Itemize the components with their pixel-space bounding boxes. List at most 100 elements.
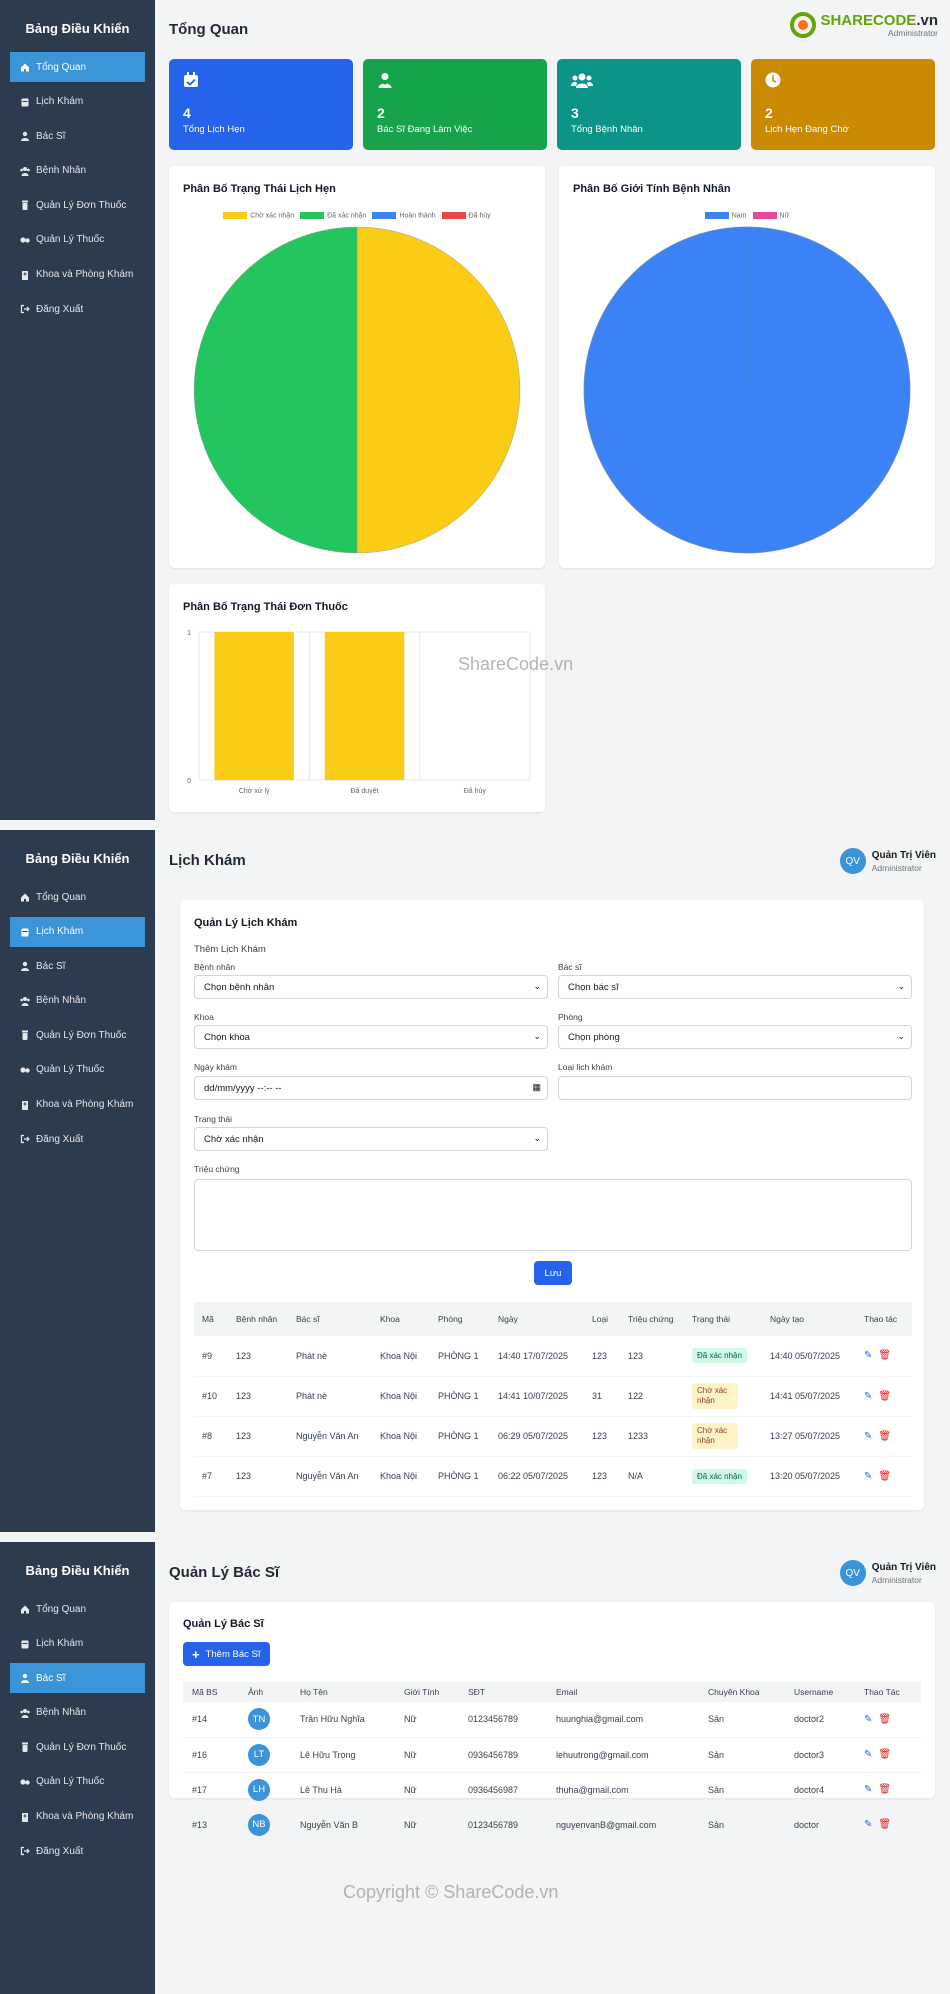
legend-swatch [300, 212, 325, 219]
symptom-textarea[interactable] [194, 1179, 912, 1251]
cell-email: nguyenvanB@gmail.com [556, 1819, 657, 1830]
calendar-icon[interactable]: ▦ [532, 1082, 541, 1092]
legend-item[interactable]: Đã hủy [441, 212, 491, 219]
add-doctor-button[interactable]: + Thêm Bác Sĩ [183, 1642, 270, 1666]
sidebar-item-4[interactable]: Quản Lý Đơn Thuốc [10, 1020, 145, 1050]
trash-icon[interactable]: 🗑 [878, 1470, 892, 1482]
sidebar-item-0[interactable]: Tổng Quan [10, 1594, 145, 1624]
trash-icon[interactable]: 🗑 [878, 1819, 892, 1830]
row-actions: ✎ 🗑 [856, 1456, 912, 1496]
trash-icon[interactable]: 🗑 [878, 1390, 892, 1402]
sidebar-item-0[interactable]: Tổng Quan [10, 52, 145, 82]
sidebar-item-7[interactable]: Đăng Xuất [10, 1836, 145, 1866]
trash-icon[interactable]: 🗑 [878, 1784, 892, 1795]
edit-icon[interactable]: ✎ [864, 1470, 873, 1482]
column-header: Mã BS [183, 1682, 239, 1702]
stat-label: Tổng Lịch Hẹn [183, 124, 245, 135]
pie-slice-1[interactable] [193, 226, 358, 554]
sidebar-item-4[interactable]: Quản Lý Đơn Thuốc [10, 190, 145, 220]
cell-dept: Khoa Nội [380, 1471, 418, 1481]
card-title: Quản Lý Bác Sĩ [183, 1618, 264, 1630]
legend-item[interactable]: Chờ xác nhận [223, 212, 294, 219]
sidebar-item-4[interactable]: Quản Lý Đơn Thuốc [10, 1732, 145, 1762]
cell-patient: 123 [236, 1471, 252, 1481]
room-select[interactable]: Chọn phòng ⌄ [558, 1025, 912, 1049]
edit-icon[interactable]: ✎ [864, 1350, 873, 1362]
sidebar-item-6[interactable]: Khoa và Phòng Khám [10, 260, 145, 290]
sign-out-icon [20, 1135, 30, 1144]
sidebar-item-5[interactable]: Quản Lý Thuốc [10, 225, 145, 255]
sidebar-item-6[interactable]: Khoa và Phòng Khám [10, 1090, 145, 1120]
table-row: #16 LT Lê Hữu Trọng Nữ 0936456789 lehuutrong@… [183, 1737, 921, 1772]
sidebar-item-label: Quản Lý Đơn Thuốc [36, 199, 127, 211]
sidebar-item-3[interactable]: Bệnh Nhân [10, 1698, 145, 1728]
stat-value: 3 [571, 105, 579, 121]
sidebar-item-6[interactable]: Khoa và Phòng Khám [10, 1802, 145, 1832]
legend-item[interactable]: Hoàn thành [372, 212, 436, 219]
edit-icon[interactable]: ✎ [864, 1784, 873, 1795]
edit-icon[interactable]: ✎ [864, 1713, 873, 1725]
status-select[interactable]: Chờ xác nhận ⌄ [194, 1127, 548, 1151]
edit-icon[interactable]: ✎ [864, 1749, 873, 1760]
column-header: Ngày [490, 1302, 584, 1336]
user-menu[interactable]: QV Quản Trị Viên Administrator [839, 848, 936, 874]
sidebar-item-label: Quản Lý Đơn Thuốc [36, 1029, 127, 1041]
legend-item[interactable]: Nam [704, 212, 747, 219]
legend-swatch [441, 212, 466, 219]
type-input[interactable] [558, 1076, 912, 1100]
patient-select[interactable]: Chọn bệnh nhân ⌄ [194, 975, 548, 999]
edit-icon[interactable]: ✎ [864, 1819, 873, 1830]
column-header: Ngày tạo [762, 1302, 856, 1336]
sidebar-item-2[interactable]: Bác Sĩ [10, 121, 145, 151]
sidebar-item-2[interactable]: Bác Sĩ [10, 951, 145, 981]
recycle-logo-icon [790, 12, 817, 38]
dept-label: Khoa [194, 1012, 214, 1022]
legend-item[interactable]: Nữ [752, 212, 789, 219]
sidebar-item-label: Quản Lý Thuốc [36, 1064, 105, 1076]
dept-select[interactable]: Chọn khoa ⌄ [194, 1025, 548, 1049]
bar-1[interactable] [324, 632, 405, 780]
sidebar-item-3[interactable]: Bệnh Nhân [10, 156, 145, 186]
date-input[interactable]: dd/mm/yyyy --:-- -- ▦ [194, 1076, 548, 1100]
pills-icon [20, 1779, 30, 1785]
sign-out-icon [20, 1847, 30, 1856]
trash-icon[interactable]: 🗑 [878, 1749, 892, 1760]
user-menu[interactable]: QV Quản Trị Viên Administrator [839, 1560, 936, 1586]
sidebar-item-0[interactable]: Tổng Quan [10, 882, 145, 912]
doctor-select[interactable]: Chọn bác sĩ ⌄ [558, 975, 912, 999]
sidebar-item-3[interactable]: Bệnh Nhân [10, 986, 145, 1016]
trash-icon[interactable]: 🗑 [878, 1430, 892, 1442]
sidebar-item-1[interactable]: Lịch Khám [10, 1629, 145, 1659]
sidebar-item-label: Đăng Xuất [36, 1133, 84, 1145]
cell-created: 13:20 05/07/2025 [770, 1471, 841, 1481]
edit-icon[interactable]: ✎ [864, 1390, 873, 1402]
sidebar-item-label: Quản Lý Thuốc [36, 1776, 105, 1788]
sidebar-item-5[interactable]: Quản Lý Thuốc [10, 1055, 145, 1085]
trash-icon[interactable]: 🗑 [878, 1350, 892, 1362]
chart-title: Phân Bố Trạng Thái Đơn Thuốc [183, 601, 348, 613]
sidebar-item-label: Bệnh Nhân [36, 1707, 87, 1719]
watermark: ShareCode.vn [458, 654, 574, 674]
prescription-status-bar: 0 1 Chờ xử lý Đã duyệt Đã hủy [187, 630, 531, 795]
table-header-row: Mã Bệnh nhân Bác sĩ Khoa Phòng Ngày Loại Triệu … [194, 1302, 912, 1336]
sidebar-item-7[interactable]: Đăng Xuất [10, 1124, 145, 1154]
table-row: #14 TN Trần Hữu Nghĩa Nữ 0123456789 huunghia@… [183, 1702, 921, 1737]
cell-gender: Nữ [404, 1749, 417, 1760]
cell-id: #10 [202, 1391, 218, 1401]
save-button[interactable]: Lưu [534, 1261, 572, 1285]
sidebar-item-5[interactable]: Quản Lý Thuốc [10, 1767, 145, 1797]
sidebar-item-1[interactable]: Lịch Khám [10, 916, 145, 947]
bar-0[interactable] [214, 632, 294, 780]
edit-icon[interactable]: ✎ [864, 1430, 873, 1442]
sidebar-item-1[interactable]: Lịch Khám [10, 87, 145, 117]
cell-id: #7 [202, 1471, 213, 1481]
row-actions: ✎ 🗑 [856, 1336, 912, 1376]
trash-icon[interactable]: 🗑 [878, 1713, 892, 1725]
row-actions: ✎ 🗑 [856, 1416, 912, 1456]
pie-slice-0[interactable] [356, 226, 521, 554]
y-tick-label: 0 [187, 778, 191, 785]
stat-value: 2 [377, 105, 385, 121]
sidebar-item-7[interactable]: Đăng Xuất [10, 294, 145, 324]
sidebar-item-2[interactable]: Bác Sĩ [10, 1663, 145, 1694]
legend-item[interactable]: Đã xác nhận [300, 212, 366, 219]
